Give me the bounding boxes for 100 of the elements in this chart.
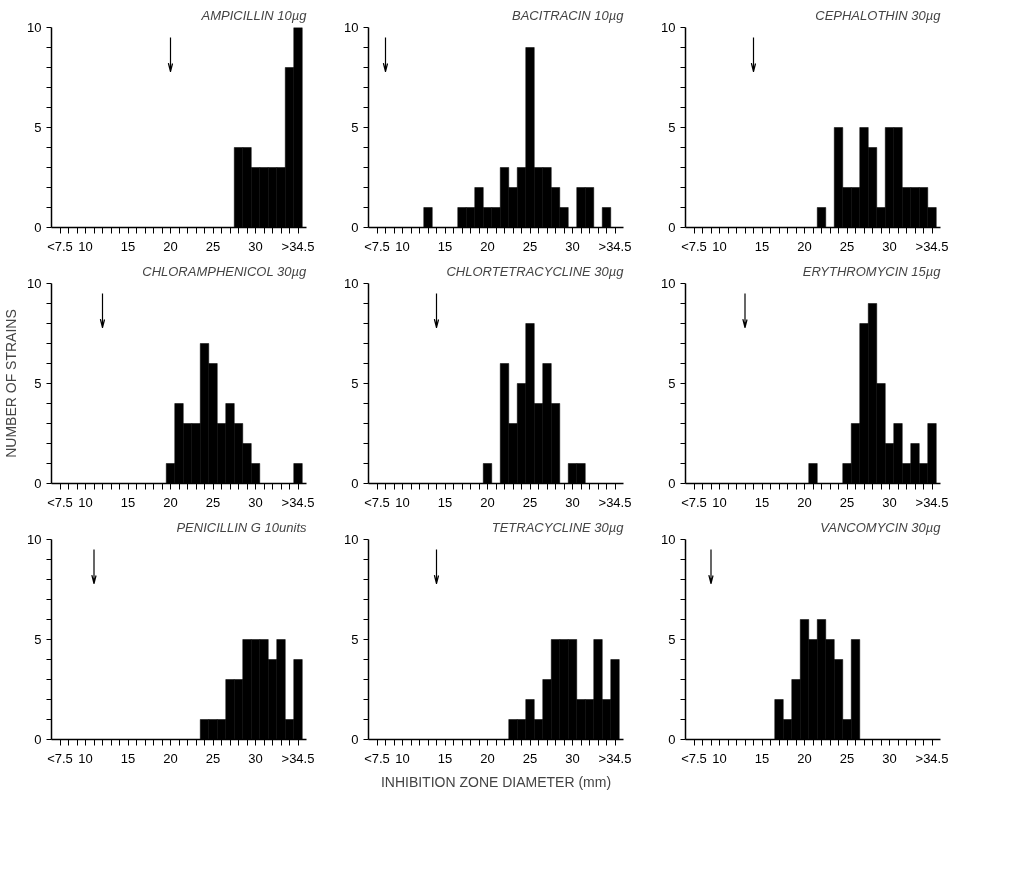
x-tick-label: 15 — [437, 750, 453, 766]
y-tick-label: 0 — [34, 220, 42, 235]
x-tick-label: >34.5 — [281, 494, 315, 510]
x-tick-label: >34.5 — [281, 750, 315, 766]
y-tick-label: 10 — [661, 276, 676, 291]
x-tick-label: 25 — [205, 750, 221, 766]
y-tick-label: 10 — [661, 532, 676, 547]
x-tick-label: 25 — [839, 238, 855, 254]
y-tick-label: 10 — [661, 20, 676, 35]
chart-title: PENICILLIN G 10units — [176, 519, 307, 535]
chart-title: VANCOMYCIN 30µg — [820, 519, 942, 535]
y-tick-label: 0 — [668, 732, 676, 747]
x-tick-label: 15 — [754, 238, 770, 254]
y-tick-label: 0 — [668, 476, 676, 491]
x-tick-label: <7.5 — [364, 238, 390, 254]
x-tick-label: 15 — [120, 238, 136, 254]
chart-title: CEPHALOTHIN 30µg — [815, 7, 942, 23]
x-tick-label: 20 — [797, 494, 812, 510]
x-tick-label: 30 — [565, 494, 580, 510]
x-tick-label: <7.5 — [681, 238, 707, 254]
y-tick-label: 0 — [351, 732, 359, 747]
x-tick-label: 30 — [565, 238, 580, 254]
y-tick-label: 5 — [34, 632, 42, 647]
x-tick-label: 30 — [882, 750, 897, 766]
x-tick-label: 15 — [754, 750, 770, 766]
x-tick-label: <7.5 — [681, 750, 707, 766]
x-tick-label: 10 — [78, 494, 93, 510]
x-tick-label: 10 — [712, 494, 727, 510]
y-tick-label: 10 — [344, 532, 359, 547]
x-tick-label: 10 — [395, 494, 410, 510]
x-axis-title: INHIBITION ZONE DIAMETER (mm) — [380, 773, 612, 790]
x-tick-label: 20 — [480, 494, 495, 510]
x-tick-label: 10 — [712, 238, 727, 254]
x-tick-label: 30 — [882, 494, 897, 510]
x-tick-label: 15 — [437, 238, 453, 254]
y-axis-title: NUMBER OF STRAINS — [3, 309, 20, 458]
x-tick-label: <7.5 — [47, 494, 73, 510]
x-tick-label: <7.5 — [681, 494, 707, 510]
x-tick-label: >34.5 — [598, 750, 632, 766]
chart-title: ERYTHROMYCIN 15µg — [802, 263, 942, 279]
x-tick-label: 20 — [163, 494, 178, 510]
chart-title: AMPICILLIN 10µg — [200, 7, 308, 23]
y-tick-label: 5 — [351, 632, 359, 647]
x-tick-label: 25 — [839, 750, 855, 766]
x-tick-label: 10 — [78, 750, 93, 766]
x-tick-label: 25 — [522, 238, 538, 254]
y-tick-label: 10 — [344, 20, 359, 35]
x-tick-label: 20 — [480, 750, 495, 766]
x-tick-label: 20 — [797, 750, 812, 766]
x-tick-label: 20 — [163, 750, 178, 766]
x-tick-label: >34.5 — [915, 750, 949, 766]
x-tick-label: 25 — [522, 750, 538, 766]
x-tick-label: 15 — [120, 494, 136, 510]
y-tick-label: 10 — [27, 20, 42, 35]
y-tick-label: 5 — [34, 376, 42, 391]
y-tick-label: 0 — [351, 476, 359, 491]
x-tick-label: 10 — [395, 238, 410, 254]
y-tick-label: 0 — [34, 732, 42, 747]
y-tick-label: 5 — [668, 120, 676, 135]
x-tick-label: 30 — [248, 238, 263, 254]
x-tick-label: >34.5 — [281, 238, 315, 254]
x-tick-label: >34.5 — [598, 238, 632, 254]
x-tick-label: <7.5 — [364, 494, 390, 510]
y-tick-label: 0 — [668, 220, 676, 235]
x-tick-label: <7.5 — [364, 750, 390, 766]
x-tick-label: 30 — [248, 494, 263, 510]
x-tick-label: 20 — [480, 238, 495, 254]
x-tick-label: 25 — [522, 494, 538, 510]
y-tick-label: 5 — [34, 120, 42, 135]
x-tick-label: <7.5 — [47, 750, 73, 766]
y-tick-label: 0 — [351, 220, 359, 235]
x-tick-label: >34.5 — [915, 238, 949, 254]
y-tick-label: 10 — [27, 276, 42, 291]
x-tick-label: 10 — [78, 238, 93, 254]
x-tick-label: 20 — [797, 238, 812, 254]
y-tick-label: 5 — [668, 632, 676, 647]
x-tick-label: 15 — [754, 494, 770, 510]
x-tick-label: 25 — [839, 494, 855, 510]
x-tick-label: >34.5 — [915, 494, 949, 510]
x-tick-label: 30 — [882, 238, 897, 254]
x-tick-label: 30 — [565, 750, 580, 766]
x-tick-label: >34.5 — [598, 494, 632, 510]
y-tick-label: 5 — [668, 376, 676, 391]
x-tick-label: 10 — [712, 750, 727, 766]
chart-title: BACITRACIN 10µg — [511, 7, 625, 23]
x-tick-label: 20 — [163, 238, 178, 254]
chart-title: CHLORTETRACYCLINE 30µg — [446, 263, 625, 279]
x-tick-label: 25 — [205, 494, 221, 510]
chart-title: CHLORAMPHENICOL 30µg — [142, 263, 308, 279]
y-tick-label: 10 — [27, 532, 42, 547]
x-tick-label: 15 — [437, 494, 453, 510]
x-tick-label: 25 — [205, 238, 221, 254]
y-tick-label: 10 — [344, 276, 359, 291]
x-tick-label: <7.5 — [47, 238, 73, 254]
x-tick-label: 15 — [120, 750, 136, 766]
x-tick-label: 10 — [395, 750, 410, 766]
y-tick-label: 5 — [351, 120, 359, 135]
chart-title: TETRACYCLINE 30µg — [491, 519, 625, 535]
y-tick-label: 5 — [351, 376, 359, 391]
y-tick-label: 0 — [34, 476, 42, 491]
